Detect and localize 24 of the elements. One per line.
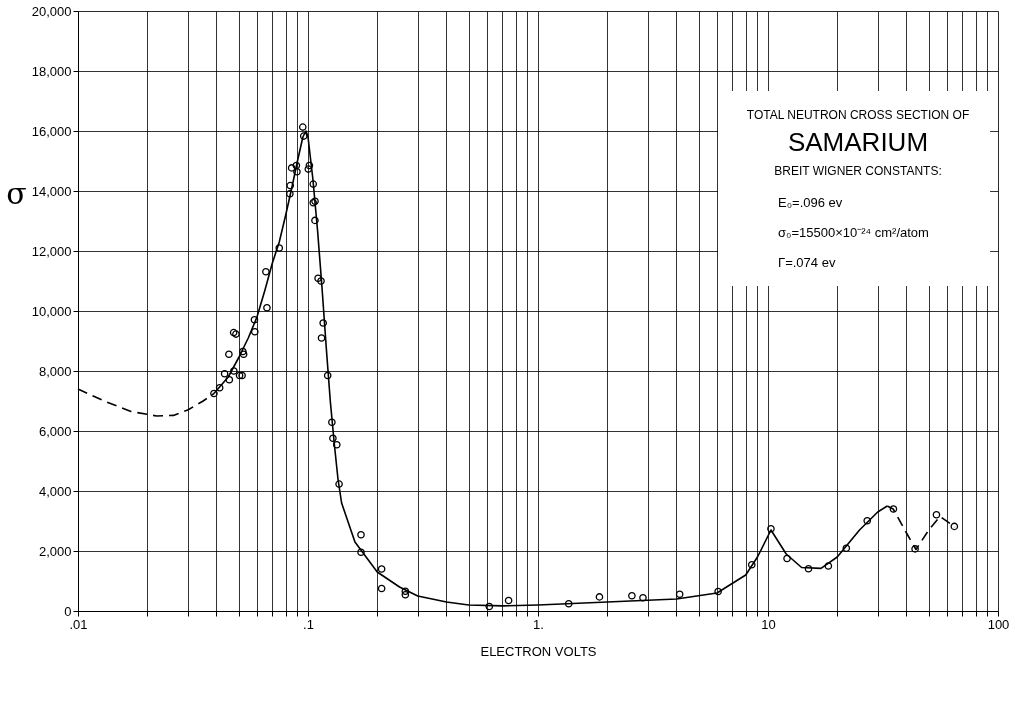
annotation: TOTAL NEUTRON CROSS SECTION OF <box>746 108 970 122</box>
y-tick-label: 10,000 <box>31 303 72 319</box>
x-axis-title: ELECTRON VOLTS <box>480 643 597 659</box>
x-tick-label: 1. <box>533 616 544 632</box>
y-tick-label: 12,000 <box>31 243 72 259</box>
y-tick-label: 4,000 <box>38 483 72 499</box>
x-tick-label: .1 <box>303 616 314 632</box>
y-axis-title: σ <box>6 175 27 211</box>
annotation: E₀=.096 ev <box>778 195 843 210</box>
x-tick-label: 100 <box>987 616 1010 632</box>
y-tick-label: 14,000 <box>31 183 72 199</box>
y-tick-label: 8,000 <box>38 363 72 379</box>
x-tick-label: 10 <box>761 616 776 632</box>
y-tick-label: 18,000 <box>31 63 72 79</box>
annotation: SAMARIUM <box>787 127 929 157</box>
annotation: σ₀=15500×10⁻²⁴ cm²/atom <box>778 225 929 240</box>
annotation: Γ=.074 ev <box>778 255 836 270</box>
y-tick-label: 20,000 <box>31 3 72 19</box>
y-tick-label: 0 <box>64 603 72 619</box>
y-tick-label: 6,000 <box>38 423 72 439</box>
annotation: BREIT WIGNER CONSTANTS: <box>774 164 942 178</box>
x-tick-label: .01 <box>69 616 88 632</box>
y-tick-label: 2,000 <box>38 543 72 559</box>
y-tick-label: 16,000 <box>31 123 72 139</box>
